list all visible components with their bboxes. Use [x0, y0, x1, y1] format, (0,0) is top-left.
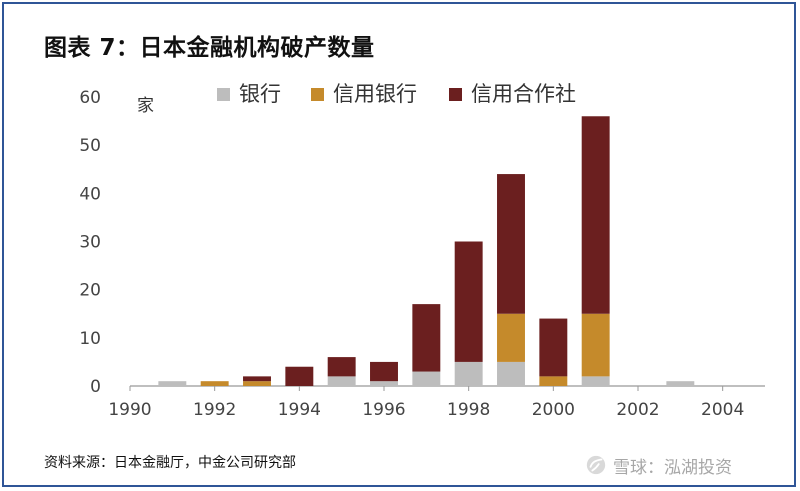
bar-segment-1997-series-0	[412, 371, 441, 386]
bar-segment-1996-series-0	[370, 381, 398, 386]
bar-segment-1994-series-2	[285, 366, 314, 386]
bar-segment-1999-series-1	[497, 313, 525, 362]
y-tick-label: 0	[90, 377, 101, 397]
bar-segment-2001-series-0	[581, 376, 610, 386]
watermark: 雪球：泓湖投资	[585, 452, 732, 478]
bar-segment-1995-series-0	[327, 376, 356, 386]
y-tick-label: 60	[79, 88, 101, 108]
bar-segment-1998-series-2	[454, 241, 483, 362]
bar-segment-1998-series-0	[454, 361, 483, 386]
x-tick-label: 2004	[701, 400, 744, 420]
bar-segment-1995-series-2	[327, 357, 356, 377]
y-tick-label: 20	[79, 281, 101, 301]
watermark-text: 雪球：泓湖投资	[613, 457, 732, 478]
x-tick-label: 1992	[193, 400, 236, 420]
bar-segment-1993-series-2	[243, 376, 271, 382]
x-tick-label: 1996	[362, 400, 405, 420]
x-tick-label: 1998	[447, 400, 490, 420]
legend-label-2: 信用合作社	[471, 82, 576, 106]
x-tick-label: 2002	[616, 400, 659, 420]
bar-segment-1997-series-2	[412, 304, 441, 372]
legend-label-1: 信用银行	[333, 82, 417, 106]
bar-segment-1991-series-0	[158, 381, 187, 386]
legend-swatch-0	[217, 88, 230, 101]
page-title: 图表 7：日本金融机构破产数量	[44, 35, 375, 61]
y-tick-label: 30	[79, 233, 101, 253]
legend-swatch-1	[311, 88, 324, 101]
y-tick-label: 40	[79, 184, 101, 204]
x-tick-label: 1990	[108, 400, 151, 420]
bar-segment-1999-series-0	[497, 361, 525, 386]
bar-segment-2000-series-2	[539, 318, 568, 377]
snowball-logo-icon	[586, 455, 606, 475]
y-tick-label: 50	[79, 136, 101, 156]
source-note: 资料来源：日本金融厅，中金公司研究部	[44, 455, 296, 471]
bar-segment-1996-series-2	[370, 361, 398, 382]
y-tick-label: 10	[79, 329, 101, 349]
bar-segment-2001-series-1	[581, 313, 610, 377]
x-tick-label: 1994	[278, 400, 321, 420]
legend-label-0: 银行	[239, 82, 281, 106]
bar-segment-2003-series-0	[666, 381, 695, 386]
x-tick-label: 2000	[532, 400, 575, 420]
bar-segment-1999-series-2	[497, 174, 525, 314]
bar-segment-2001-series-2	[581, 116, 610, 314]
bar-segment-1993-series-1	[243, 381, 271, 386]
bar-segment-2000-series-1	[539, 376, 568, 386]
bar-segment-1992-series-1	[200, 381, 229, 386]
legend-swatch-2	[449, 88, 462, 101]
y-axis-unit-label: 家	[137, 96, 154, 116]
